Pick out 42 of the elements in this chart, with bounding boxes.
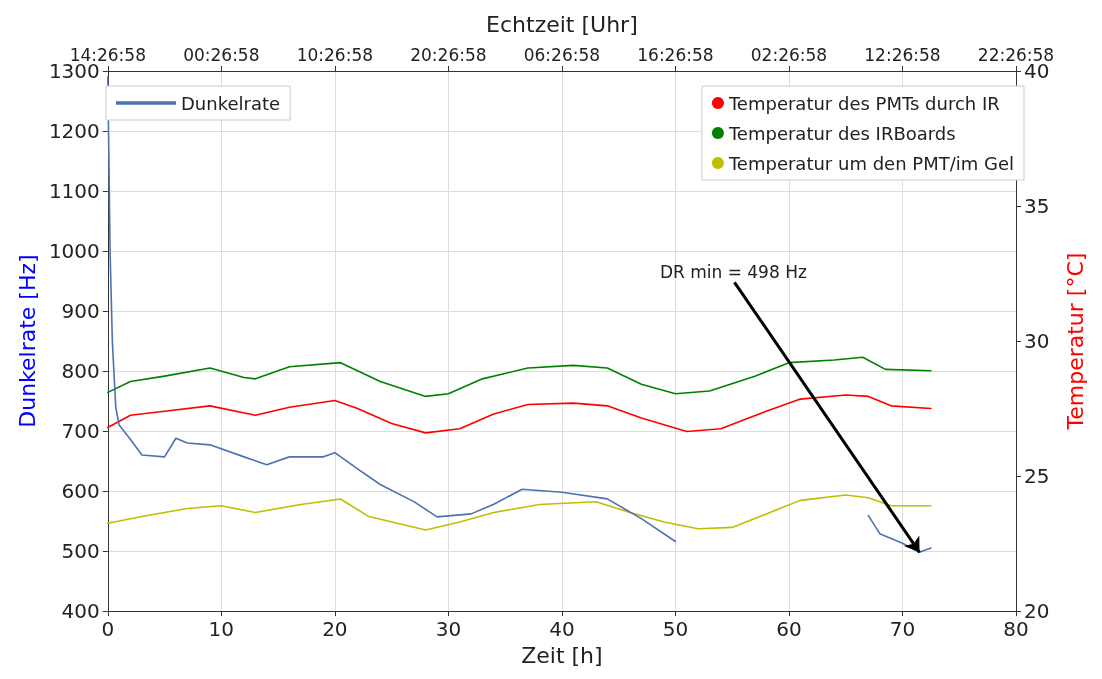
x2-axis-title: Echtzeit [Uhr] [486,11,638,37]
x2-tick-label: 14:26:58 [69,44,146,65]
y2-tick-label: 35 [1024,194,1050,219]
x-tick-label: 40 [549,617,575,642]
line-series [107,494,932,531]
y-tick-label: 1200 [48,119,100,144]
legend-label: Dunkelrate [181,92,281,114]
x-tick-label: 20 [322,617,348,642]
x2-tick-label: 06:26:58 [523,44,601,65]
x-tick-label: 0 [101,617,115,642]
y-tick-label: 700 [61,419,100,444]
x2-tick-label: 12:26:58 [864,44,941,65]
y-tick-label: 400 [61,599,100,624]
y-tick-label: 1000 [48,239,100,264]
y2-tick-label: 30 [1024,329,1050,354]
y-axis-title: Dunkelrate [Hz] [14,254,40,428]
x2-tick-label: 00:26:58 [183,44,260,65]
legend-label: Temperatur des PMTs durch IR [727,92,1000,114]
x2-tick-label: 16:26:58 [637,44,714,65]
x2-tick-label: 10:26:58 [296,44,374,65]
y2-axis-title: Temperatur [°C] [1062,252,1088,431]
x2-tick-label: 02:26:58 [750,44,828,65]
x-tick-label: 60 [776,617,802,642]
y2-tick-label: 25 [1024,464,1050,489]
x-tick-label: 50 [662,617,689,642]
x2-tick-label: 20:26:58 [410,44,487,65]
x-axis-title: Zeit [h] [521,642,603,668]
line-series [107,394,932,434]
line-series [107,356,932,398]
annotation: DR min = 498 Hz [659,262,807,283]
y-tick-label: 1100 [48,179,100,204]
x-tick-label: 30 [435,617,462,642]
x2-tick-label: 22:26:58 [977,44,1055,65]
y-tick-label: 800 [61,359,100,384]
y-tick-label: 500 [61,539,100,564]
y-tick-label: 600 [61,479,100,504]
legend-label: Temperatur um den PMT/im Gel [727,152,1015,174]
x-tick-label: 10 [208,617,235,642]
y-tick-label: 900 [61,299,100,324]
x-tick-label: 80 [1003,617,1029,642]
legend-label: Temperatur des IRBoards [727,122,956,144]
x-tick-label: 70 [889,617,916,642]
